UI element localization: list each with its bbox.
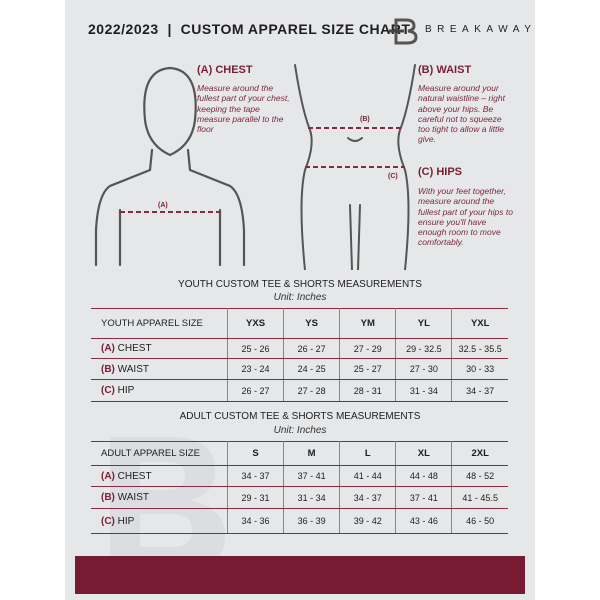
cell: 26 - 27	[226, 379, 285, 402]
row-code: (C)	[101, 385, 115, 396]
row-code: (A)	[101, 343, 115, 354]
cell: 41 - 44	[339, 465, 397, 487]
cell: 48 - 52	[451, 465, 508, 487]
row-code: (A)	[101, 470, 115, 482]
size-header: YM	[339, 308, 397, 339]
cell: 34 - 36	[226, 508, 285, 534]
page-title: 2022/2023 | CUSTOM APPAREL SIZE CHART	[88, 21, 411, 37]
table-header-row: ADULT APPAREL SIZE S M L XL 2XL	[91, 441, 508, 466]
row-label: HIP	[117, 515, 135, 527]
cell: 25 - 26	[226, 338, 285, 359]
waist-marker: (B)	[360, 116, 370, 123]
chest-figure: (A)	[94, 66, 246, 267]
cell: 34 - 37	[451, 379, 508, 402]
brand-name: BREAKAWAY	[425, 24, 537, 35]
table-row: (B) WAIST 29 - 31 31 - 34 34 - 37 37 - 4…	[91, 486, 508, 509]
size-header: YXS	[226, 308, 285, 339]
row-label: HIP	[117, 385, 135, 396]
cell: 36 - 39	[283, 508, 341, 534]
chest-description: Measure around the fullest part of your …	[197, 83, 290, 135]
cell: 27 - 28	[283, 379, 341, 402]
cell: 29 - 31	[226, 486, 285, 509]
cell: 32.5 - 35.5	[451, 338, 508, 359]
cell: 37 - 41	[283, 465, 341, 487]
cell: 34 - 37	[226, 465, 285, 487]
adult-table-title: ADULT CUSTOM TEE & SHORTS MEASUREMENTS	[179, 411, 421, 422]
row-code: (B)	[101, 492, 115, 503]
chest-marker: (A)	[158, 202, 168, 209]
cell: 27 - 29	[339, 338, 397, 359]
size-header: S	[226, 441, 285, 466]
size-header: L	[339, 441, 397, 466]
cell: 27 - 30	[395, 358, 453, 380]
footer-band	[75, 556, 525, 594]
youth-table-title: YOUTH CUSTOM TEE & SHORTS MEASUREMENTS	[178, 279, 422, 290]
header-label: ADULT APPAREL SIZE	[91, 441, 228, 466]
cell: 34 - 37	[339, 486, 397, 509]
size-header: YXL	[451, 308, 508, 339]
table-row: (A) CHEST 25 - 26 26 - 27 27 - 29 29 - 3…	[91, 338, 508, 359]
cell: 28 - 31	[339, 379, 397, 402]
table-row: (C) HIP 26 - 27 27 - 28 28 - 31 31 - 34 …	[91, 379, 508, 402]
table-header-row: YOUTH APPAREL SIZE YXS YS YM YL YXL	[91, 308, 508, 339]
cell: 24 - 25	[283, 358, 341, 380]
row-label: CHEST	[117, 470, 152, 482]
cell: 26 - 27	[283, 338, 341, 359]
cell: 25 - 27	[339, 358, 397, 380]
row-label: CHEST	[117, 343, 152, 354]
header-label: YOUTH APPAREL SIZE	[91, 308, 228, 339]
size-header: M	[283, 441, 341, 466]
cell: 37 - 41	[395, 486, 453, 509]
youth-size-table: YOUTH APPAREL SIZE YXS YS YM YL YXL (A) …	[91, 308, 508, 402]
size-header: XL	[395, 441, 453, 466]
hips-heading: (C) HIPS	[418, 166, 462, 178]
adult-table-unit: Unit: Inches	[273, 425, 327, 436]
cell: 41 - 45.5	[451, 486, 508, 509]
size-header: YS	[283, 308, 341, 339]
cell: 39 - 42	[339, 508, 397, 534]
cell: 44 - 48	[395, 465, 453, 487]
hips-description: With your feet together, measure around …	[418, 186, 513, 248]
table-row: (A) CHEST 34 - 37 37 - 41 41 - 44 44 - 4…	[91, 465, 508, 487]
hips-marker: (C)	[388, 173, 398, 180]
row-code: (C)	[101, 515, 115, 527]
adult-size-table: ADULT APPAREL SIZE S M L XL 2XL (A) CHES…	[91, 441, 508, 534]
cell: 46 - 50	[451, 508, 508, 534]
row-label: WAIST	[117, 492, 149, 503]
brand-logo	[389, 18, 418, 45]
table-row: (C) HIP 34 - 36 36 - 39 39 - 42 43 - 46 …	[91, 508, 508, 534]
cell: 43 - 46	[395, 508, 453, 534]
waist-hips-figure: (B) (C)	[294, 64, 416, 270]
cell: 29 - 32.5	[395, 338, 453, 359]
waist-heading: (B) WAIST	[418, 64, 472, 76]
table-row: (B) WAIST 23 - 24 24 - 25 25 - 27 27 - 3…	[91, 358, 508, 380]
waist-description: Measure around your natural waistline – …	[418, 83, 505, 145]
cell: 31 - 34	[395, 379, 453, 402]
size-header: YL	[395, 308, 453, 339]
youth-table-unit: Unit: Inches	[273, 292, 327, 303]
cell: 23 - 24	[226, 358, 285, 380]
size-header: 2XL	[451, 441, 508, 466]
cell: 31 - 34	[283, 486, 341, 509]
row-code: (B)	[101, 363, 115, 375]
row-label: WAIST	[117, 363, 149, 375]
chest-heading: (A) CHEST	[197, 64, 253, 76]
cell: 30 - 33	[451, 358, 508, 380]
